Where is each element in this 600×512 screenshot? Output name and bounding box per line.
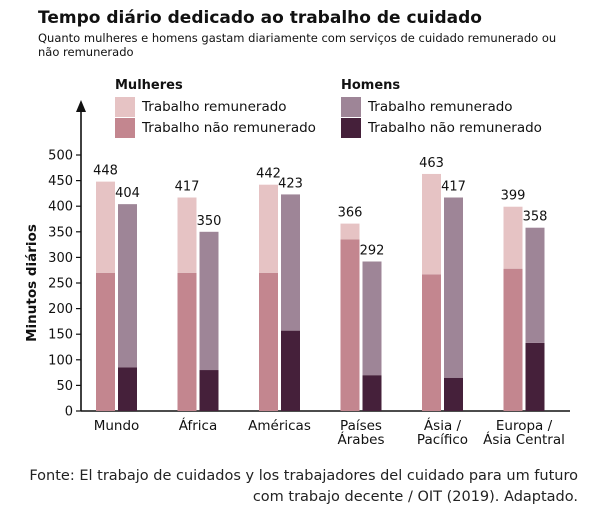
chart-subtitle: Quanto mulheres e homens gastam diariame… — [38, 31, 557, 59]
bar-men-paid — [444, 197, 463, 378]
bar-women-paid — [177, 197, 197, 273]
bar-men-paid — [362, 261, 382, 376]
legend-label-men-paid: Trabalho remunerado — [368, 98, 513, 115]
swatch-women-unpaid — [115, 117, 135, 138]
legend-women-heading: Mulheres — [115, 78, 183, 93]
bar-women-unpaid — [340, 239, 360, 411]
y-tick-label: 150 — [48, 328, 73, 343]
legend-label-men-unpaid: Trabalho não remunerado — [368, 119, 542, 136]
bar-women-paid — [340, 223, 360, 240]
x-category-label: África — [179, 417, 218, 434]
data-label-men-total: 417 — [441, 179, 466, 194]
legend-women: Mulheres Trabalho remunerado Trabalho nã… — [115, 78, 316, 138]
swatch-men-unpaid — [341, 117, 361, 138]
bar-men-paid — [281, 194, 300, 331]
swatch-men-paid — [341, 96, 361, 117]
y-axis-arrow — [76, 100, 86, 112]
data-label-women-total: 448 — [93, 164, 118, 179]
legend-label-women-paid: Trabalho remunerado — [142, 98, 287, 115]
bar-men-unpaid — [199, 370, 219, 411]
data-label-women-total: 366 — [338, 206, 363, 221]
bar-women-unpaid — [503, 268, 523, 411]
x-category-label: Ásia / — [424, 417, 462, 434]
y-tick-label: 300 — [48, 251, 73, 266]
x-category-label: Países — [340, 418, 382, 434]
data-label-men-total: 350 — [197, 214, 222, 229]
x-category-label: Europa / — [496, 418, 553, 434]
data-label-women-total: 417 — [175, 179, 200, 194]
y-tick-label: 50 — [56, 379, 73, 394]
bar-men-unpaid — [362, 375, 382, 411]
bar-women-paid — [259, 184, 278, 273]
bar-women-paid — [503, 206, 523, 269]
legend-item-men-unpaid: Trabalho não remunerado — [341, 117, 542, 138]
bar-men-paid — [525, 227, 545, 343]
source-note: Fonte: El trabajo de cuidados y los trab… — [29, 468, 578, 505]
bar-women-unpaid — [96, 272, 115, 411]
chart-title: Tempo diário dedicado ao trabalho de cui… — [38, 8, 482, 28]
data-label-women-total: 442 — [256, 167, 281, 182]
bar-men-unpaid — [118, 367, 137, 411]
bar-men-unpaid — [525, 342, 545, 411]
bar-men-paid — [118, 204, 137, 368]
legend-label-women-unpaid: Trabalho não remunerado — [142, 119, 316, 136]
legend-item-men-paid: Trabalho remunerado — [341, 96, 542, 117]
x-category-label: Américas — [248, 418, 311, 434]
bar-women-unpaid — [259, 272, 278, 411]
bar-men-unpaid — [281, 330, 300, 411]
bar-women-unpaid — [422, 274, 441, 411]
legend-item-women-unpaid: Trabalho não remunerado — [115, 117, 316, 138]
bar-women-unpaid — [177, 272, 197, 411]
x-category-label: Mundo — [94, 418, 140, 434]
x-category-label: Pacífico — [417, 432, 468, 448]
y-axis-title: Minutos diários — [24, 224, 40, 342]
y-tick-label: 100 — [48, 353, 73, 368]
y-tick-label: 400 — [48, 200, 73, 215]
swatch-women-paid — [115, 96, 135, 117]
y-tick-label: 350 — [48, 225, 73, 240]
data-label-men-total: 292 — [360, 243, 385, 258]
y-tick-label: 500 — [48, 149, 73, 164]
bar-women-paid — [422, 173, 441, 275]
legend-item-women-paid: Trabalho remunerado — [115, 96, 316, 117]
data-label-men-total: 423 — [278, 176, 303, 191]
bar-men-paid — [199, 231, 219, 371]
data-label-women-total: 463 — [419, 156, 444, 171]
y-tick-label: 250 — [48, 277, 73, 292]
y-tick-label: 450 — [48, 174, 73, 189]
bar-men-unpaid — [444, 377, 463, 411]
bar-women-paid — [96, 181, 115, 273]
x-category-label: Árabes — [338, 431, 385, 448]
legend-men: Homens Trabalho remunerado Trabalho não … — [341, 78, 542, 138]
y-tick-label: 0 — [65, 405, 73, 420]
data-label-women-total: 399 — [501, 189, 526, 204]
data-label-men-total: 358 — [523, 210, 548, 225]
x-category-label: Ásia Central — [483, 431, 565, 448]
data-label-men-total: 404 — [115, 186, 140, 201]
y-tick-label: 200 — [48, 302, 73, 317]
legend-men-heading: Homens — [341, 78, 401, 93]
